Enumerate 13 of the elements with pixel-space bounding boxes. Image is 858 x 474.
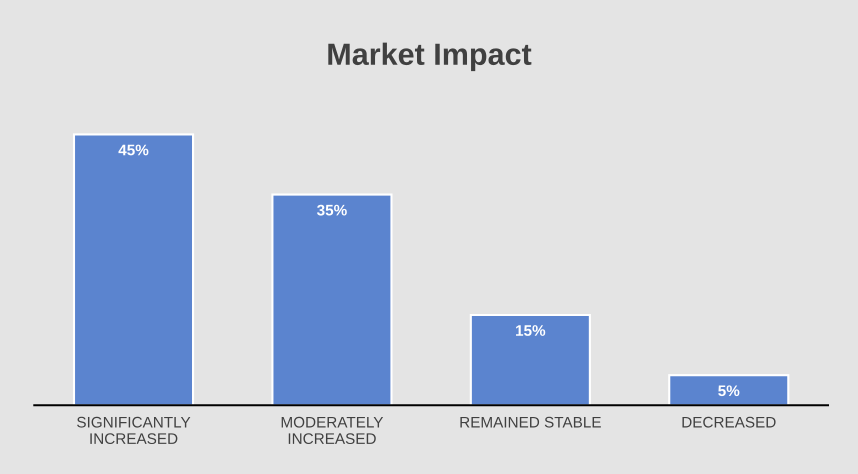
x-tick-label: MODERATELY INCREASED (282, 416, 384, 444)
x-tick-label: DECREASED (682, 416, 776, 428)
data-label: 35% (317, 204, 347, 216)
x-tick-label: REMAINED STABLE (460, 416, 601, 428)
data-label: 45% (118, 144, 148, 156)
bar (470, 314, 591, 406)
bar (668, 374, 790, 406)
data-label: 5% (718, 385, 740, 396)
bar (271, 194, 393, 406)
chart-title: Market Impact (328, 42, 532, 72)
x-tick-label: SIGNIFICANTLY INCREASED (77, 416, 190, 444)
data-label: 15% (516, 325, 546, 336)
bar (72, 133, 194, 406)
